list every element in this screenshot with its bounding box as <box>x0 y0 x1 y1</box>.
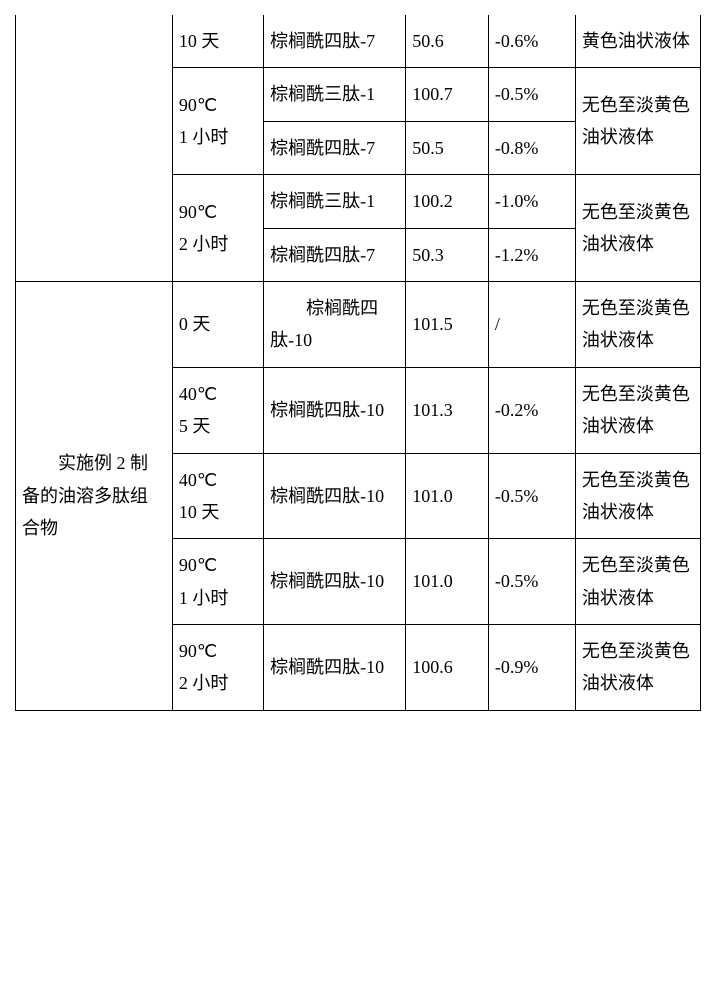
obs-cell: 无色至淡黄色油状液体 <box>575 281 700 367</box>
pct-cell: / <box>488 281 575 367</box>
peptide-cell: 棕榈酰三肽-1 <box>264 68 406 121</box>
value-cell: 100.7 <box>406 68 489 121</box>
pct-cell: -0.6% <box>488 15 575 68</box>
stability-table: 10 天 棕榈酰四肽-7 50.6 -0.6% 黄色油状液体 90℃ 1 小时 … <box>15 15 701 711</box>
pct-cell: -0.9% <box>488 625 575 711</box>
cond-cell: 90℃ 1 小时 <box>172 68 263 175</box>
obs-cell: 无色至淡黄色油状液体 <box>575 367 700 453</box>
pct-cell: -0.2% <box>488 367 575 453</box>
pct-cell: -1.2% <box>488 228 575 281</box>
pct-cell: -1.0% <box>488 175 575 228</box>
cond-cell: 40℃ 10 天 <box>172 453 263 539</box>
pct-cell: -0.5% <box>488 453 575 539</box>
value-cell: 101.5 <box>406 281 489 367</box>
cond-cell: 90℃ 1 小时 <box>172 539 263 625</box>
peptide-cell: 棕榈酰四肽-7 <box>264 228 406 281</box>
peptide-cell: 棕榈酰四肽-10 <box>264 367 406 453</box>
peptide-cell: 棕榈酰四肽-10 <box>264 281 406 367</box>
peptide-cell: 棕榈酰四肽-10 <box>264 625 406 711</box>
section1-label <box>16 15 173 281</box>
obs-cell: 黄色油状液体 <box>575 15 700 68</box>
cond-cell: 40℃ 5 天 <box>172 367 263 453</box>
value-cell: 100.6 <box>406 625 489 711</box>
cond-cell: 10 天 <box>172 15 263 68</box>
peptide-cell: 棕榈酰四肽-10 <box>264 453 406 539</box>
value-cell: 101.0 <box>406 453 489 539</box>
value-cell: 50.6 <box>406 15 489 68</box>
obs-cell: 无色至淡黄色油状液体 <box>575 625 700 711</box>
value-cell: 101.0 <box>406 539 489 625</box>
pct-cell: -0.8% <box>488 121 575 174</box>
cond-cell: 0 天 <box>172 281 263 367</box>
value-cell: 50.5 <box>406 121 489 174</box>
obs-cell: 无色至淡黄色油状液体 <box>575 539 700 625</box>
cond-cell: 90℃ 2 小时 <box>172 175 263 282</box>
obs-cell: 无色至淡黄色油状液体 <box>575 175 700 282</box>
value-cell: 100.2 <box>406 175 489 228</box>
cond-cell: 90℃ 2 小时 <box>172 625 263 711</box>
section2-label: 实施例 2 制备的油溶多肽组合物 <box>16 281 173 710</box>
value-cell: 50.3 <box>406 228 489 281</box>
peptide-cell: 棕榈酰四肽-7 <box>264 121 406 174</box>
obs-cell: 无色至淡黄色油状液体 <box>575 68 700 175</box>
pct-cell: -0.5% <box>488 68 575 121</box>
peptide-cell: 棕榈酰四肽-7 <box>264 15 406 68</box>
value-cell: 101.3 <box>406 367 489 453</box>
pct-cell: -0.5% <box>488 539 575 625</box>
peptide-cell: 棕榈酰四肽-10 <box>264 539 406 625</box>
peptide-cell: 棕榈酰三肽-1 <box>264 175 406 228</box>
obs-cell: 无色至淡黄色油状液体 <box>575 453 700 539</box>
